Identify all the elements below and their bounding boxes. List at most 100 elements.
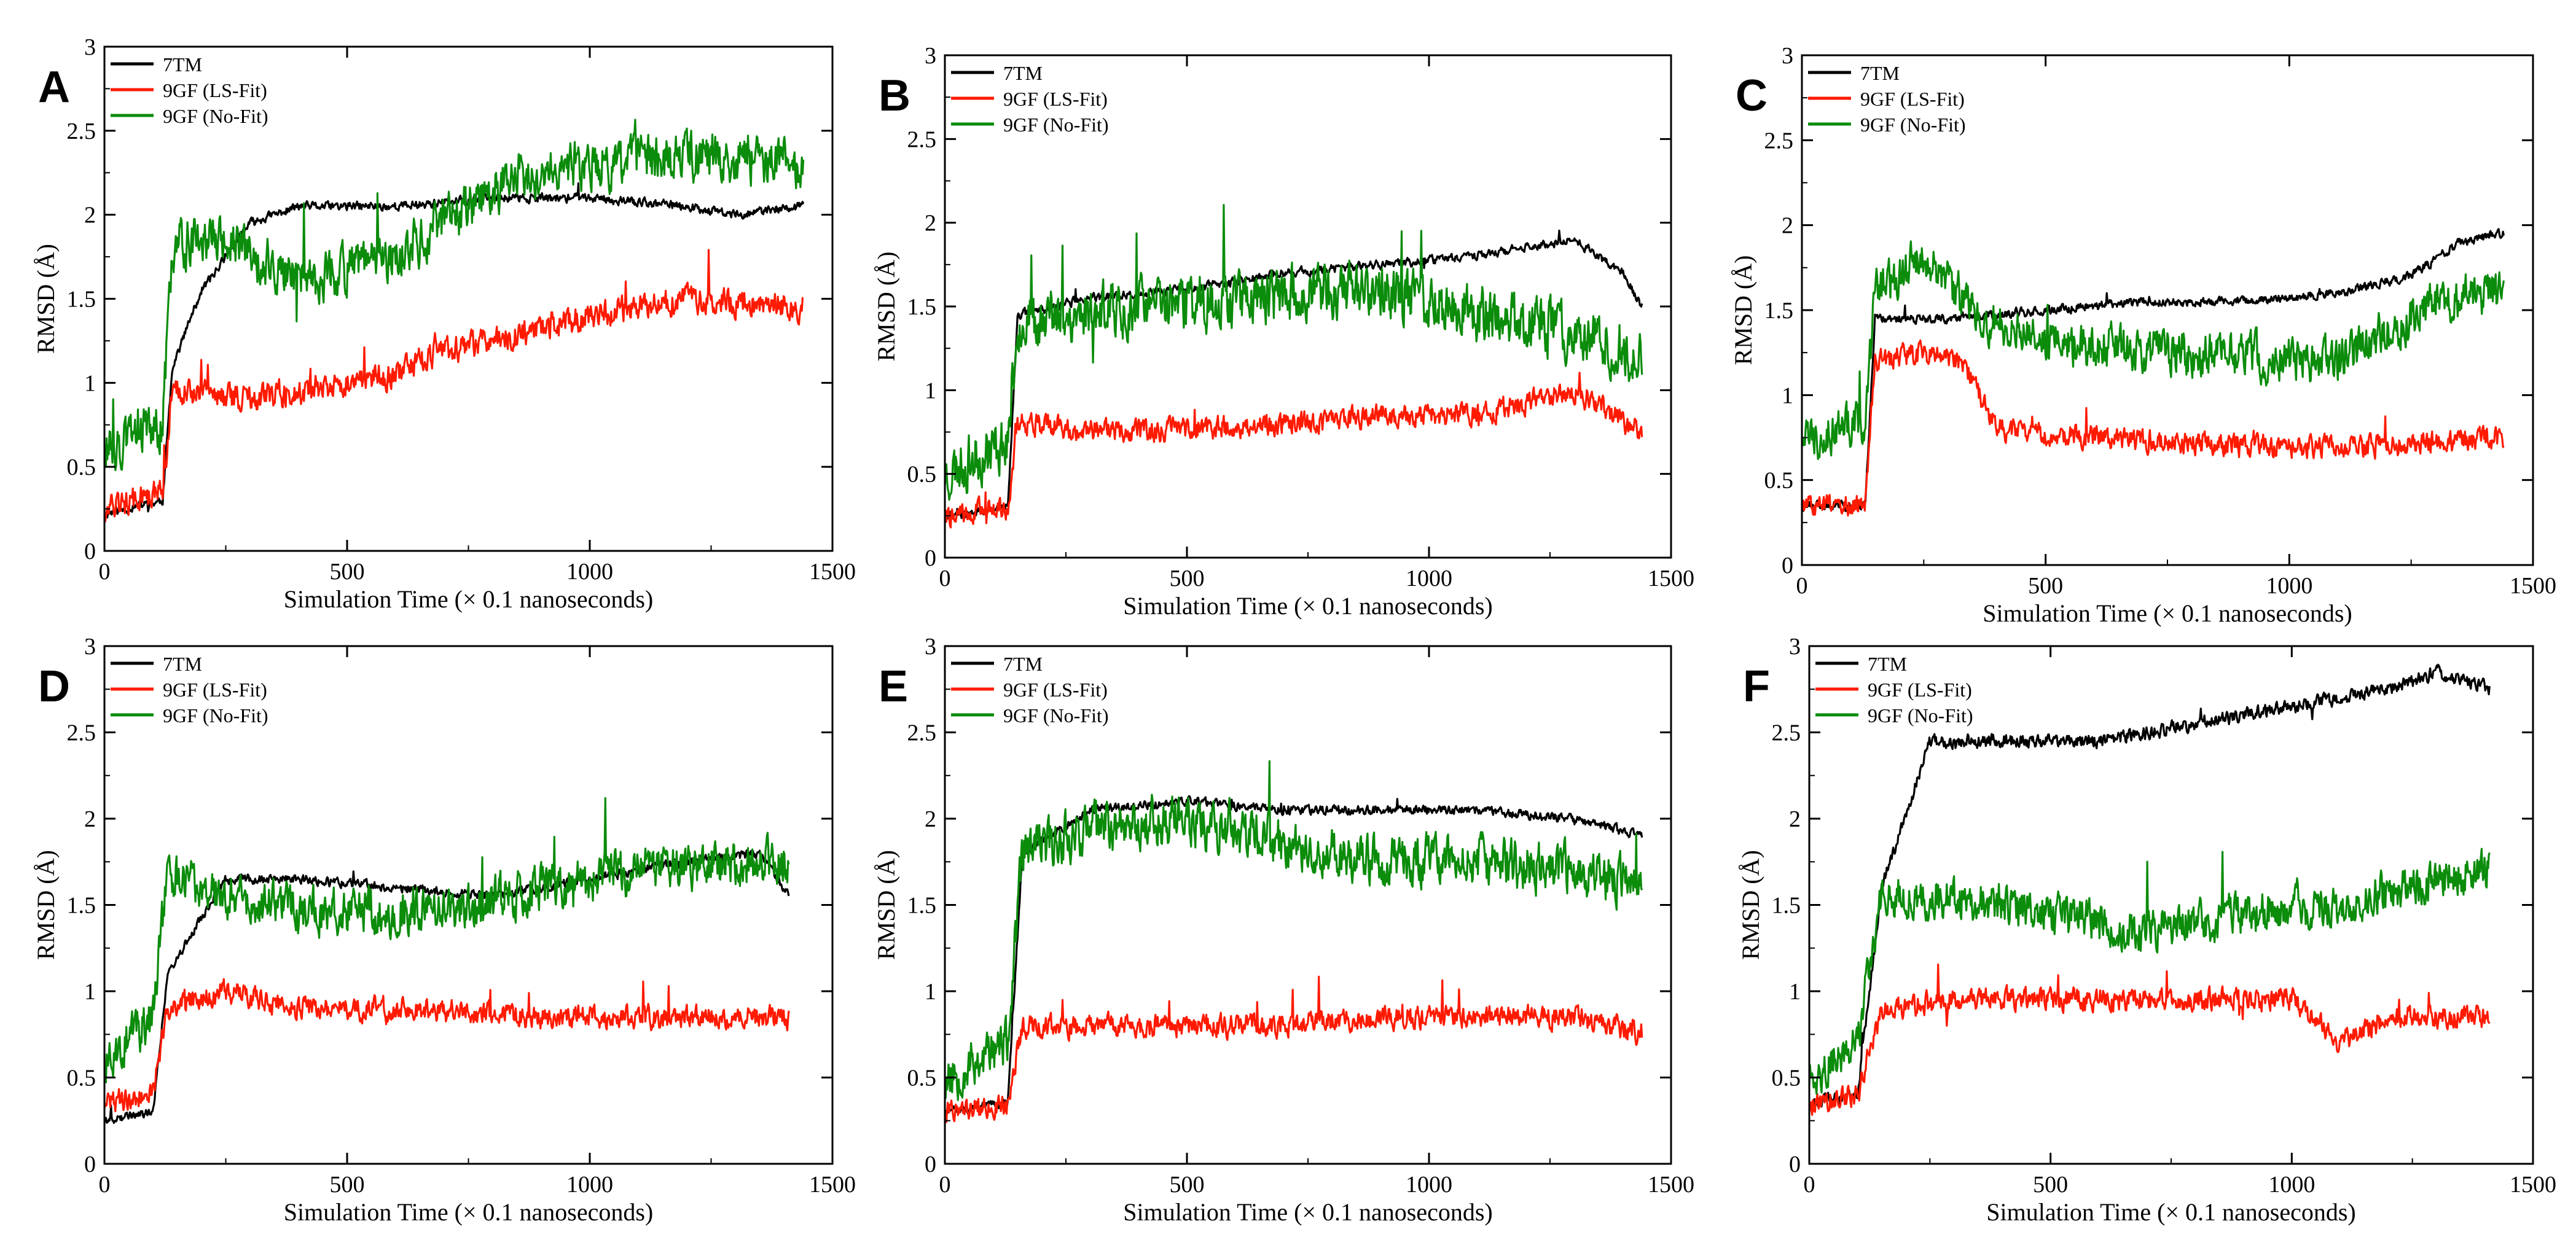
series-line-9gf-no-fit-	[103, 797, 790, 1083]
y-axis-title: RMSD (Å)	[32, 850, 60, 960]
panel-letter: A	[38, 63, 70, 112]
x-tick-label: 1500	[809, 1172, 856, 1198]
y-tick-label: 1.5	[1772, 893, 1801, 919]
y-tick-label: 0	[925, 1152, 936, 1177]
legend-label: 7TM	[1003, 62, 1043, 84]
y-tick-label: 1	[925, 378, 936, 403]
x-tick-label: 1000	[566, 559, 613, 585]
x-tick-label: 1000	[1406, 566, 1452, 591]
y-tick-label: 0.5	[907, 462, 937, 488]
legend-label: 7TM	[163, 53, 202, 76]
x-tick-label: 1000	[2266, 573, 2312, 599]
y-tick-label: 0	[925, 545, 936, 571]
x-tick-label: 0	[99, 1172, 111, 1198]
legend-label: 9GF (No-Fit)	[1003, 704, 1109, 727]
y-tick-label: 2.5	[67, 720, 96, 746]
y-tick-label: 2	[84, 203, 96, 228]
y-axis-title: RMSD (Å)	[872, 850, 900, 960]
y-tick-label: 2	[1782, 213, 1793, 239]
series-line-9gf-no-fit-	[944, 760, 1643, 1101]
series-line-9gf-ls-fit-	[1801, 339, 2505, 517]
y-tick-label: 0	[84, 1152, 96, 1177]
series-line-9gf-ls-fit-	[1808, 963, 2491, 1116]
x-tick-label: 1500	[809, 559, 856, 585]
y-tick-label: 1.5	[907, 893, 937, 919]
legend-label: 9GF (LS-Fit)	[1868, 679, 1972, 701]
y-tick-label: 1	[84, 370, 96, 396]
series-line-9gf-ls-fit-	[944, 975, 1643, 1123]
legend: 7TM 9GF (LS-Fit) 9GF (No-Fit)	[1815, 653, 1973, 727]
y-axis-title: RMSD (Å)	[1737, 850, 1764, 960]
x-axis-title: Simulation Time (× 0.1 nanoseconds)	[1123, 1198, 1492, 1226]
x-axis-title: Simulation Time (× 0.1 nanoseconds)	[1983, 599, 2352, 627]
legend-label: 7TM	[163, 653, 202, 675]
y-tick-label: 0	[1782, 553, 1793, 579]
x-axis-title: Simulation Time (× 0.1 nanoseconds)	[284, 1198, 653, 1226]
y-tick-label: 2	[1789, 806, 1801, 832]
series-line-7tm	[104, 182, 805, 519]
x-tick-label: 500	[330, 1172, 365, 1198]
series-line-7tm	[1801, 228, 2505, 512]
legend-label: 9GF (LS-Fit)	[1003, 679, 1108, 701]
y-tick-label: 0.5	[67, 454, 96, 480]
x-tick-label: 1500	[1648, 566, 1694, 591]
series-line-7tm	[944, 795, 1643, 1115]
legend: 7TM 9GF (LS-Fit) 9GF (No-Fit)	[111, 53, 268, 127]
y-tick-label: 1.5	[1764, 298, 1794, 324]
x-tick-label: 1000	[2268, 1172, 2315, 1198]
legend-label: 9GF (LS-Fit)	[163, 79, 267, 101]
panel-letter: C	[1736, 71, 1768, 120]
y-tick-label: 2	[84, 806, 96, 832]
y-axis-title: RMSD (Å)	[872, 252, 900, 362]
y-tick-label: 1	[925, 979, 936, 1005]
x-tick-label: 500	[1170, 566, 1205, 591]
y-tick-label: 1.5	[907, 294, 937, 320]
y-tick-label: 2	[925, 211, 936, 236]
series-line-7tm	[1808, 663, 2491, 1110]
x-tick-label: 1000	[566, 1172, 613, 1198]
legend-label: 9GF (No-Fit)	[1868, 704, 1973, 727]
legend-label: 7TM	[1003, 653, 1043, 675]
y-axis-title: RMSD (Å)	[32, 244, 60, 354]
legend-label: 7TM	[1868, 653, 1907, 675]
legend-label: 9GF (No-Fit)	[163, 105, 268, 127]
y-tick-label: 3	[925, 43, 936, 69]
chart-panel-F: F 0 0.5 1 1.5 2 2.5 3 0 500 1000 1500 Simulation Tim…	[1737, 634, 2556, 1226]
legend-label: 9GF (LS-Fit)	[1003, 88, 1108, 110]
x-axis-title: Simulation Time (× 0.1 nanoseconds)	[284, 585, 653, 613]
y-tick-label: 1.5	[67, 893, 96, 919]
x-tick-label: 0	[1804, 1172, 1815, 1198]
legend: 7TM 9GF (LS-Fit) 9GF (No-Fit)	[951, 653, 1109, 727]
x-axis-title: Simulation Time (× 0.1 nanoseconds)	[1986, 1198, 2355, 1226]
y-tick-label: 3	[1782, 43, 1793, 69]
y-tick-label: 1	[1782, 383, 1793, 408]
series-line-9gf-ls-fit-	[103, 249, 804, 523]
x-axis-title: Simulation Time (× 0.1 nanoseconds)	[1123, 592, 1492, 620]
y-tick-label: 2.5	[67, 119, 96, 144]
legend-label: 9GF (LS-Fit)	[1860, 88, 1965, 110]
x-tick-label: 1000	[1406, 1172, 1452, 1198]
series-line-9gf-no-fit-	[1801, 240, 2505, 460]
x-tick-label: 0	[99, 559, 111, 585]
x-tick-label: 0	[1796, 573, 1808, 599]
series-line-9gf-no-fit-	[944, 204, 1643, 501]
y-tick-label: 3	[84, 634, 96, 660]
y-tick-label: 1	[1789, 979, 1801, 1005]
legend-label: 7TM	[1860, 62, 1900, 84]
x-tick-label: 0	[939, 1172, 951, 1198]
legend: 7TM 9GF (LS-Fit) 9GF (No-Fit)	[1808, 62, 1966, 136]
x-tick-label: 500	[2028, 573, 2063, 599]
y-tick-label: 2.5	[907, 127, 937, 152]
y-tick-label: 0	[1789, 1152, 1801, 1177]
y-tick-label: 0.5	[67, 1066, 96, 1091]
legend-label: 9GF (No-Fit)	[1860, 114, 1966, 136]
y-tick-label: 0	[84, 539, 96, 564]
x-tick-label: 1500	[2510, 573, 2556, 599]
x-tick-label: 500	[330, 559, 365, 585]
y-tick-label: 2.5	[1764, 128, 1794, 154]
y-tick-label: 3	[1789, 634, 1801, 660]
chart-panel-E: E 0 0.5 1 1.5 2 2.5 3 0 500 1000 1500 Simulation Tim…	[872, 634, 1694, 1226]
y-tick-label: 2.5	[907, 720, 937, 746]
panel-letter: B	[879, 71, 910, 120]
